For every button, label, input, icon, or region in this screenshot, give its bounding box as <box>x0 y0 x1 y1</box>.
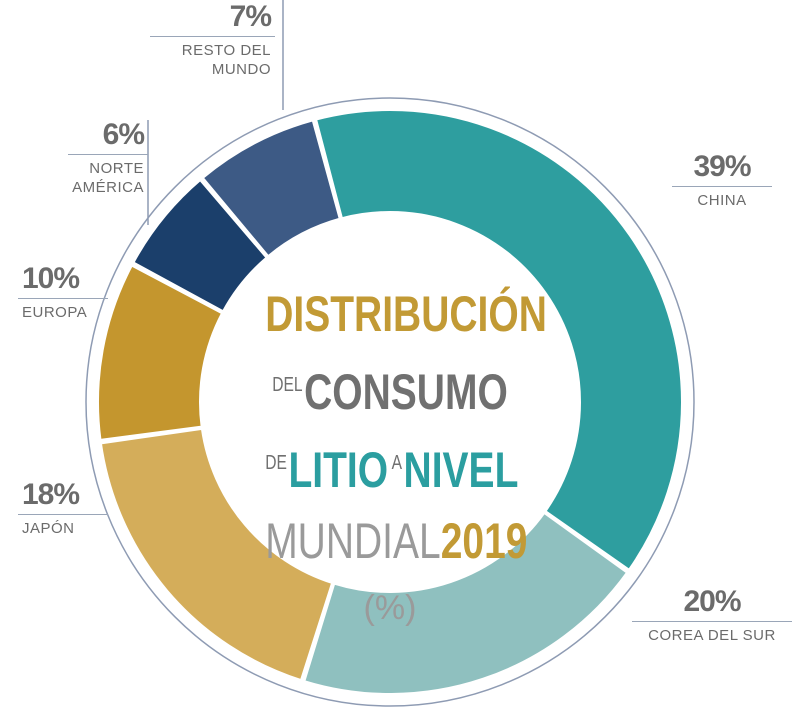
segment-label: 6% NORTE AMÉRICA <box>68 118 148 197</box>
category-label: NORTE AMÉRICA <box>72 160 144 196</box>
category-label: EUROPA <box>22 304 88 321</box>
category-label: JAPÓN <box>22 520 75 537</box>
donut-slice <box>99 427 334 682</box>
title-word: NIVEL <box>403 442 519 498</box>
donut-slice <box>314 109 683 572</box>
donut-slice <box>201 119 341 258</box>
outer-ring <box>85 97 695 707</box>
segment-label: 20% COREA DEL SUR <box>632 585 792 645</box>
donut-slice <box>132 178 268 313</box>
value-label: 10% <box>18 262 108 299</box>
value-label: 20% <box>632 585 792 622</box>
title-word: DE <box>265 452 287 474</box>
title-word: CONSUMO <box>304 364 508 420</box>
value-label: 7% <box>150 0 275 37</box>
donut-slice <box>303 511 629 695</box>
category-label: COREA DEL SUR <box>648 627 776 644</box>
category-label: RESTO DEL MUNDO <box>181 42 271 78</box>
title-word: DEL <box>272 374 303 396</box>
value-label: 18% <box>18 478 108 515</box>
title-line: DELITIO ANIVEL <box>265 434 518 512</box>
title-word: DISTRIBUCIÓN <box>265 286 547 342</box>
title-line: MUNDIAL2019 <box>265 512 527 583</box>
segment-label: 10% EUROPA <box>18 262 108 322</box>
category-label: CHINA <box>697 192 747 209</box>
title-line: DISTRIBUCIÓN <box>265 285 547 356</box>
value-label: 6% <box>68 118 148 155</box>
value-label: 39% <box>672 150 772 187</box>
subtitle: (%) <box>363 589 417 627</box>
title-line: DELCONSUMO <box>265 356 515 434</box>
segment-label: 39% CHINA <box>672 150 772 210</box>
title-word: 2019 <box>440 513 528 569</box>
segment-label: 7% RESTO DEL MUNDO <box>150 0 275 79</box>
donut-slice <box>97 264 224 442</box>
segment-label: 18% JAPÓN <box>18 478 108 538</box>
title-word: MUNDIAL <box>265 513 441 569</box>
title-word: LITIO <box>288 442 389 498</box>
center-title: DISTRIBUCIÓN DELCONSUMO DELITIO ANIVEL M… <box>230 285 550 637</box>
title-word: A <box>391 452 402 474</box>
